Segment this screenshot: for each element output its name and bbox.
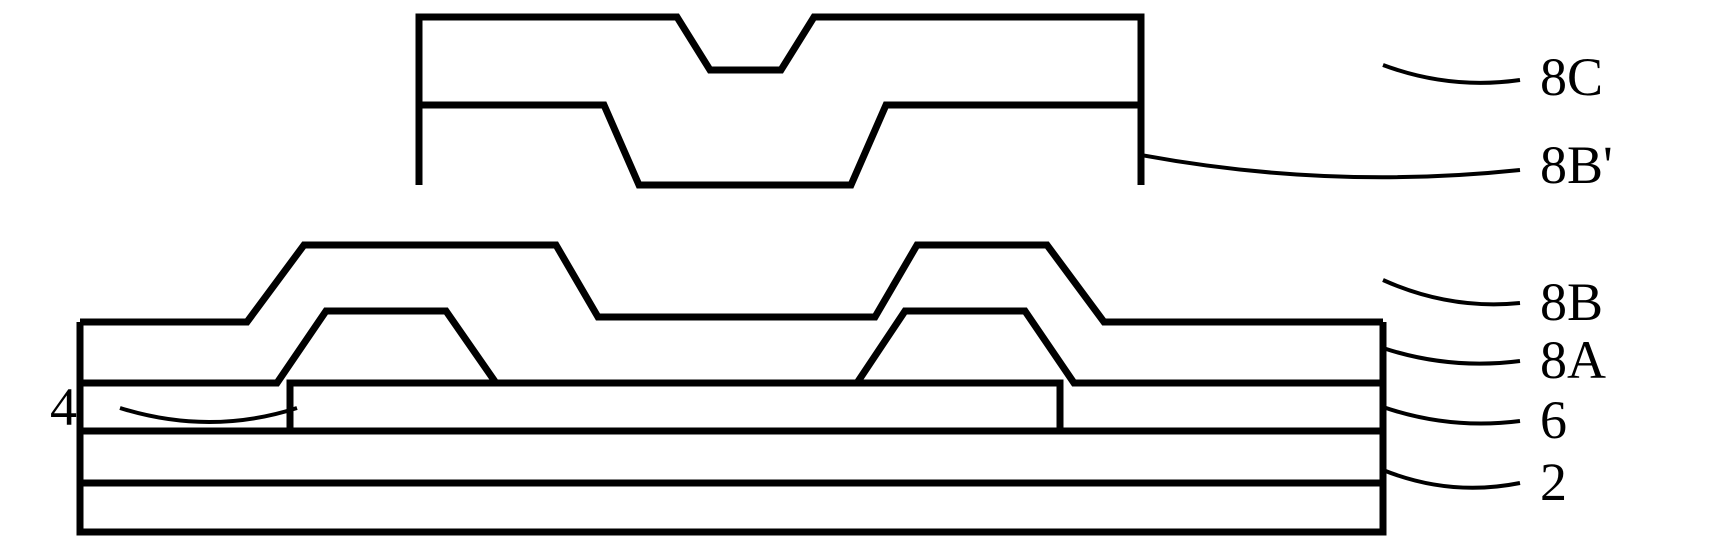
diagram-root: 8C 8B' 8B8A62 4 bbox=[0, 0, 1732, 549]
label-8Bprime: 8B' bbox=[1540, 135, 1613, 195]
leader-8B bbox=[1383, 280, 1520, 304]
top-block-outline bbox=[419, 17, 1141, 185]
layer-leaders bbox=[120, 65, 1520, 488]
label-2: 2 bbox=[1540, 452, 1567, 512]
layer-shapes bbox=[80, 17, 1383, 532]
label-8B: 8B bbox=[1540, 272, 1603, 332]
layer-2 bbox=[80, 483, 1383, 532]
layer-8B-top bbox=[80, 245, 1383, 322]
layer-labels: 8C 8B' 8B8A62 4 bbox=[50, 47, 1613, 512]
layer-8Bprime-top bbox=[419, 105, 1141, 185]
leader-8C bbox=[1383, 65, 1520, 83]
leader-8Bprime bbox=[1141, 155, 1520, 177]
leader-2 bbox=[1383, 470, 1520, 488]
label-8A: 8A bbox=[1540, 330, 1606, 390]
label-6: 6 bbox=[1540, 390, 1567, 450]
leader-6 bbox=[1383, 407, 1520, 424]
leader-4 bbox=[120, 408, 297, 422]
layer-4 bbox=[290, 383, 1060, 431]
layer-6 bbox=[80, 431, 1383, 483]
leader-8A bbox=[1383, 348, 1520, 364]
label-4: 4 bbox=[50, 377, 77, 437]
label-8C: 8C bbox=[1540, 47, 1603, 107]
